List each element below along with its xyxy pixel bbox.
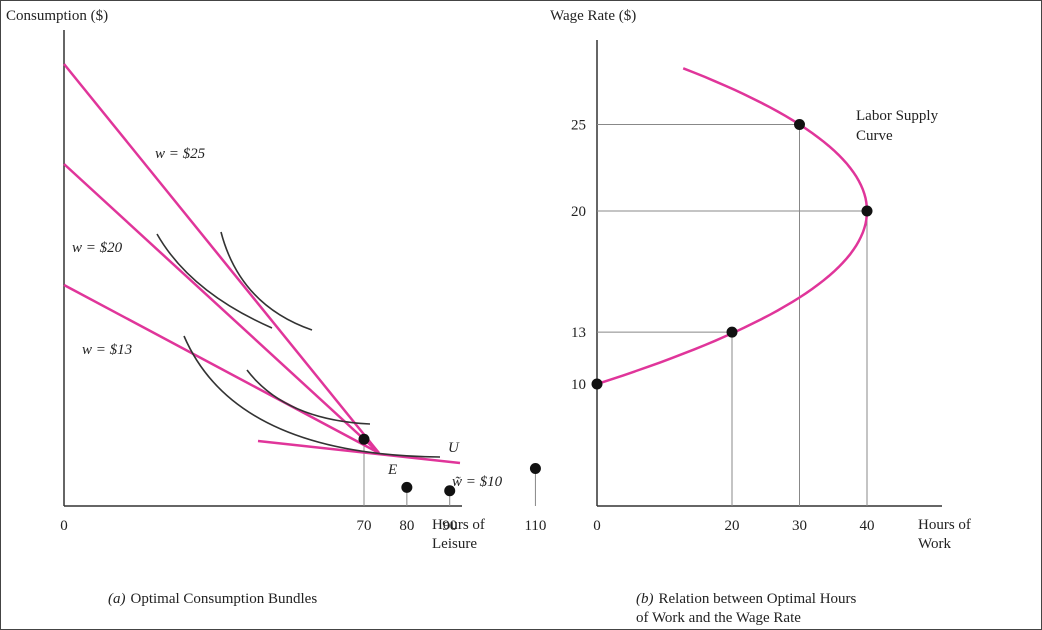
panel-b-caption-text-1: Relation between Optimal Hours <box>659 591 857 607</box>
indifference-curve-w13 <box>246 369 371 425</box>
wage-label-w25: w = $25 <box>155 146 206 162</box>
panel-a-optimal-points <box>358 433 541 497</box>
panel-a-x-axis-label-line1: Hours of <box>432 517 485 533</box>
panel-b-x-tick-label: 20 <box>725 518 740 534</box>
optimal-bundle-point <box>529 463 541 475</box>
labor-supply-label-line1: Labor Supply <box>856 108 939 124</box>
panel-a-x-tick-label: 0 <box>60 518 68 534</box>
optimal-bundle-point <box>444 485 456 497</box>
panel-a-x-ticks: 0 70 80 90 110 <box>60 518 546 534</box>
panel-b-y-tick-label: 25 <box>571 118 586 134</box>
panel-b-y-axis-label: Wage Rate ($) <box>550 8 636 24</box>
panel-b-ticks: 0 20 30 40 10 13 20 25 <box>571 118 875 535</box>
budget-line-w10 <box>257 439 461 465</box>
labor-supply-point <box>794 119 805 130</box>
endowment-label-e: E <box>387 462 397 478</box>
panel-a: Consumption ($) 0 70 80 90 110 Hours of Leis… <box>6 8 546 607</box>
panel-b-caption-line1: (b) Relation between Optimal Hours <box>636 591 857 607</box>
panel-b-x-tick-label: 40 <box>860 518 875 534</box>
panel-a-caption-text: Optimal Consumption Bundles <box>131 591 318 607</box>
labor-supply-point <box>861 205 873 217</box>
wage-label-w20: w = $20 <box>72 240 123 256</box>
panel-b-y-tick-label: 10 <box>571 377 586 393</box>
optimal-bundle-point <box>358 433 370 445</box>
panel-b-guide-lines <box>597 124 868 506</box>
panel-a-caption-prefix: (a) <box>108 591 126 607</box>
panel-b-caption-line2: of Work and the Wage Rate <box>636 610 801 626</box>
panel-a-x-tick-label: 70 <box>356 518 371 534</box>
panel-b-x-tick-label: 0 <box>593 518 601 534</box>
panel-b-x-axis-label-line1: Hours of <box>918 517 971 533</box>
labor-supply-point <box>591 378 603 390</box>
panel-a-x-tick-label: 90 <box>442 518 457 534</box>
panel-a-x-tick-label: 80 <box>399 518 414 534</box>
panel-b-y-tick-label: 20 <box>571 204 586 220</box>
labor-supply-label-line2: Curve <box>856 128 893 144</box>
panel-b-caption-prefix: (b) <box>636 591 654 607</box>
panel-b-x-tick-label: 30 <box>792 518 807 534</box>
wage-label-w13: w = $13 <box>82 342 132 358</box>
panel-b-points <box>591 119 873 390</box>
optimal-bundle-point <box>401 481 413 493</box>
indifference-label-u: U <box>448 440 460 456</box>
panel-b-y-tick-label: 13 <box>571 325 586 341</box>
budget-line-w20 <box>63 163 380 454</box>
budget-line-w25 <box>63 63 380 454</box>
indifference-curve-u <box>183 335 441 458</box>
panel-b: Wage Rate ($) 0 20 30 40 10 13 20 25 Hours of W… <box>550 8 971 626</box>
panel-a-caption: (a) Optimal Consumption Bundles <box>108 591 317 607</box>
labor-supply-point <box>726 326 738 338</box>
panel-a-x-tick-label: 110 <box>524 518 546 534</box>
wage-label-w10: w̃ = $10 <box>452 474 503 490</box>
panel-b-x-axis-label-line2: Work <box>918 536 951 552</box>
indifference-curve-w25 <box>220 231 313 331</box>
indifference-curve-w20 <box>156 233 273 329</box>
budget-line-w13 <box>63 283 380 455</box>
panel-a-x-axis-label-line2: Leisure <box>432 536 477 552</box>
panel-a-y-axis-label: Consumption ($) <box>6 8 108 24</box>
